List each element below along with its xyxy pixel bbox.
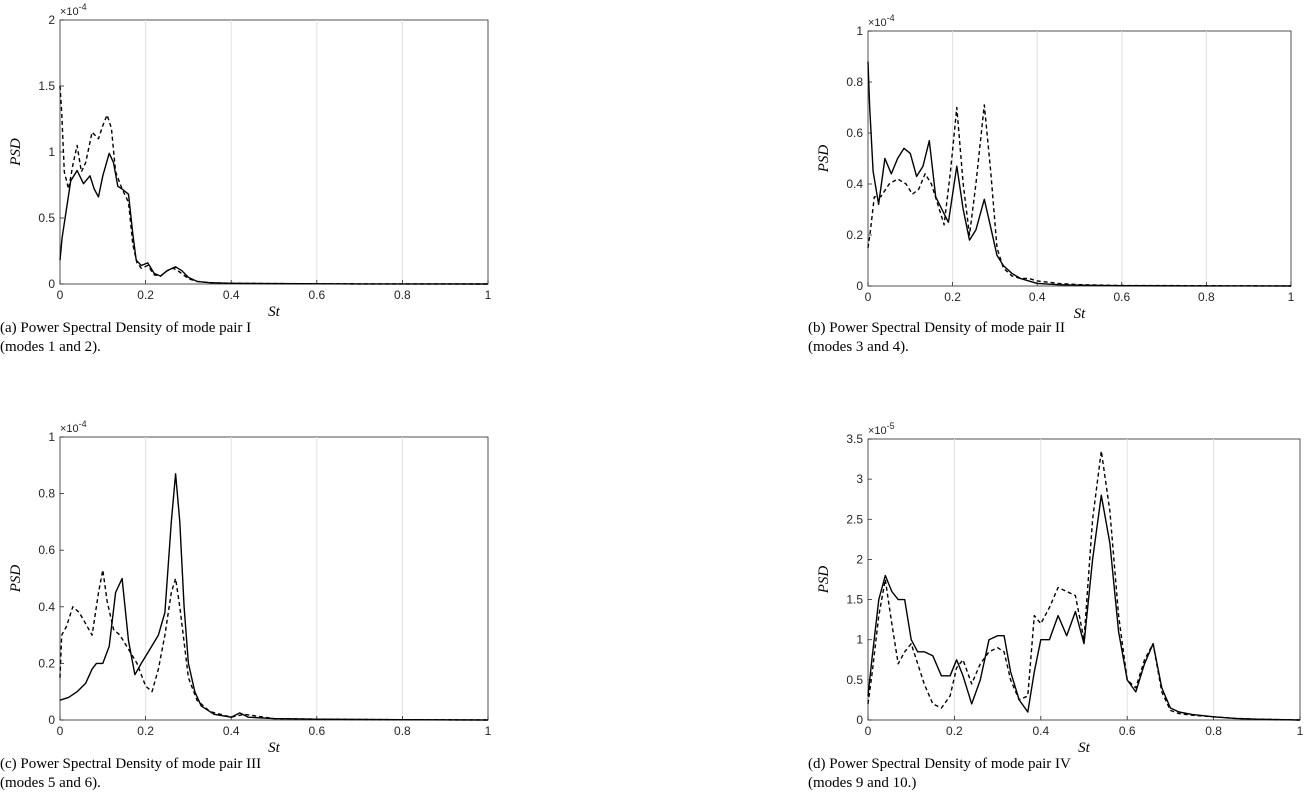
chart-d-ytick-label: 0	[856, 713, 863, 727]
chart-d-ytick-label: 0.5	[846, 673, 863, 687]
chart-b-xlabel: St	[1074, 306, 1087, 322]
chart-c-xtick-label: 1	[485, 724, 492, 738]
chart-b-xtick-label: 0.6	[1113, 290, 1130, 304]
chart-b-xtick-label: 1	[1288, 290, 1295, 304]
chart-d-ytick-label: 2	[856, 552, 863, 566]
chart-b-ylabel: PSD	[816, 145, 832, 174]
chart-panel-d: 0 0.2 0.4 0.6 0.8 1 0 0.5 1 1.5 2 2.5 3 3.5 ×10-5 St PSD…	[808, 417, 1314, 812]
chart-c-ytick-label: 0.2	[38, 656, 55, 670]
chart-a-ylabel: PSD	[8, 138, 24, 167]
chart-c-series-dashed	[59, 569, 489, 721]
chart-a-caption: (a) Power Spectral Density of mode pair …	[0, 320, 252, 355]
chart-b-ytick-label: 0.8	[846, 75, 863, 89]
chart-b-series-solid	[867, 61, 1292, 287]
chart-d-exponent-label: ×10-5	[868, 421, 895, 437]
chart-a-svg: 0 0.2 0.4 0.6 0.8 1 0 0.5 1 1.5 2 ×10-4 St PSD	[8, 2, 492, 320]
chart-d-svg: 0 0.2 0.4 0.6 0.8 1 0 0.5 1 1.5 2 2.5 3 3.5 ×10-5 St PSD	[816, 421, 1304, 756]
chart-d-ytick-label: 1	[856, 633, 863, 647]
chart-c-xtick-label: 0.6	[308, 724, 325, 738]
chart-c-xtick-label: 0.8	[394, 724, 411, 738]
chart-d-xtick-label: 0.6	[1119, 724, 1136, 738]
chart-panel-c: 0 0.2 0.4 0.6 0.8 1 0 0.2 0.4 0.6 0.8 1 ×10-4 St PSD (…	[0, 417, 640, 812]
chart-d-xtick-label: 1	[1297, 724, 1304, 738]
chart-a-xtick-label: 1	[485, 288, 492, 302]
chart-d-xtick-label: 0.4	[1032, 724, 1049, 738]
chart-d-xtick-label: 0.2	[946, 724, 963, 738]
chart-d-ylabel: PSD	[816, 566, 832, 595]
chart-a-ytick-label: 1	[48, 145, 55, 159]
chart-b-xtick-label: 0	[865, 290, 872, 304]
chart-c-xtick-label: 0.2	[137, 724, 154, 738]
chart-c-ytick-label: 0.8	[38, 487, 55, 501]
chart-b-plot-area	[867, 30, 1292, 287]
chart-panel-a: 0 0.2 0.4 0.6 0.8 1 0 0.5 1 1.5 2 ×10-4 St PSD (a) Po…	[0, 0, 640, 390]
chart-d-xlabel: St	[1078, 740, 1091, 756]
chart-panel-b: 0 0.2 0.4 0.6 0.8 1 0 0.2 0.4 0.6 0.8 1 ×10-4 St PSD (…	[808, 0, 1314, 390]
chart-b-series-dashed	[867, 104, 1292, 287]
chart-b-caption: (b) Power Spectral Density of mode pair …	[808, 320, 1066, 355]
chart-c-ylabel: PSD	[8, 565, 24, 594]
chart-c-ytick-label: 0.4	[38, 600, 55, 614]
chart-d-ytick-label: 3	[856, 472, 863, 486]
chart-b-ytick-label: 0.4	[846, 177, 863, 191]
chart-d-ytick-label: 2.5	[846, 512, 863, 526]
chart-d-ytick-label: 3.5	[846, 432, 863, 446]
chart-a-ytick-label: 1.5	[38, 79, 55, 93]
chart-c-ytick-label: 0	[48, 713, 55, 727]
chart-b-xtick-label: 0.4	[1029, 290, 1046, 304]
chart-a-ytick-label: 2	[48, 13, 55, 27]
chart-d-series-dashed	[867, 450, 1301, 721]
chart-c-xtick-label: 0.4	[223, 724, 240, 738]
chart-b-ytick-label: 1	[856, 24, 863, 38]
chart-a-xtick-label: 0.8	[394, 288, 411, 302]
chart-c-xtick-label: 0	[57, 724, 64, 738]
chart-d-plot-area	[867, 438, 1301, 721]
chart-a-plot-area	[59, 19, 489, 285]
chart-c-ytick-label: 0.6	[38, 543, 55, 557]
chart-b-xtick-label: 0.2	[944, 290, 961, 304]
chart-c-xlabel: St	[268, 740, 281, 756]
chart-d-xtick-label: 0.8	[1205, 724, 1222, 738]
chart-c-caption: (c) Power Spectral Density of mode pair …	[0, 756, 262, 791]
chart-a-xtick-label: 0.6	[308, 288, 325, 302]
chart-a-xtick-label: 0.2	[137, 288, 154, 302]
chart-a-ytick-label: 0	[48, 277, 55, 291]
chart-c-series-solid	[59, 473, 489, 721]
chart-a-xtick-label: 0.4	[223, 288, 240, 302]
chart-b-ytick-label: 0.2	[846, 228, 863, 242]
chart-c-exponent-label: ×10-4	[60, 419, 87, 435]
chart-b-exponent-label: ×10-4	[868, 13, 895, 29]
chart-c-svg: 0 0.2 0.4 0.6 0.8 1 0 0.2 0.4 0.6 0.8 1 ×10-4 St PSD	[8, 419, 492, 756]
chart-b-ytick-label: 0	[856, 279, 863, 293]
chart-c-ytick-label: 1	[48, 430, 55, 444]
chart-a-exponent-label: ×10-4	[60, 2, 87, 18]
chart-d-xtick-label: 0	[865, 724, 872, 738]
chart-b-svg: 0 0.2 0.4 0.6 0.8 1 0 0.2 0.4 0.6 0.8 1 ×10-4 St PSD	[816, 13, 1295, 322]
chart-b-ytick-label: 0.6	[846, 126, 863, 140]
chart-a-ytick-label: 0.5	[38, 211, 55, 225]
chart-b-xtick-label: 0.8	[1198, 290, 1215, 304]
chart-d-ytick-label: 1.5	[846, 593, 863, 607]
chart-d-caption: (d) Power Spectral Density of mode pair …	[808, 756, 1071, 791]
chart-a-xlabel: St	[268, 304, 281, 320]
chart-a-xtick-label: 0	[57, 288, 64, 302]
chart-c-plot-area	[59, 436, 489, 721]
